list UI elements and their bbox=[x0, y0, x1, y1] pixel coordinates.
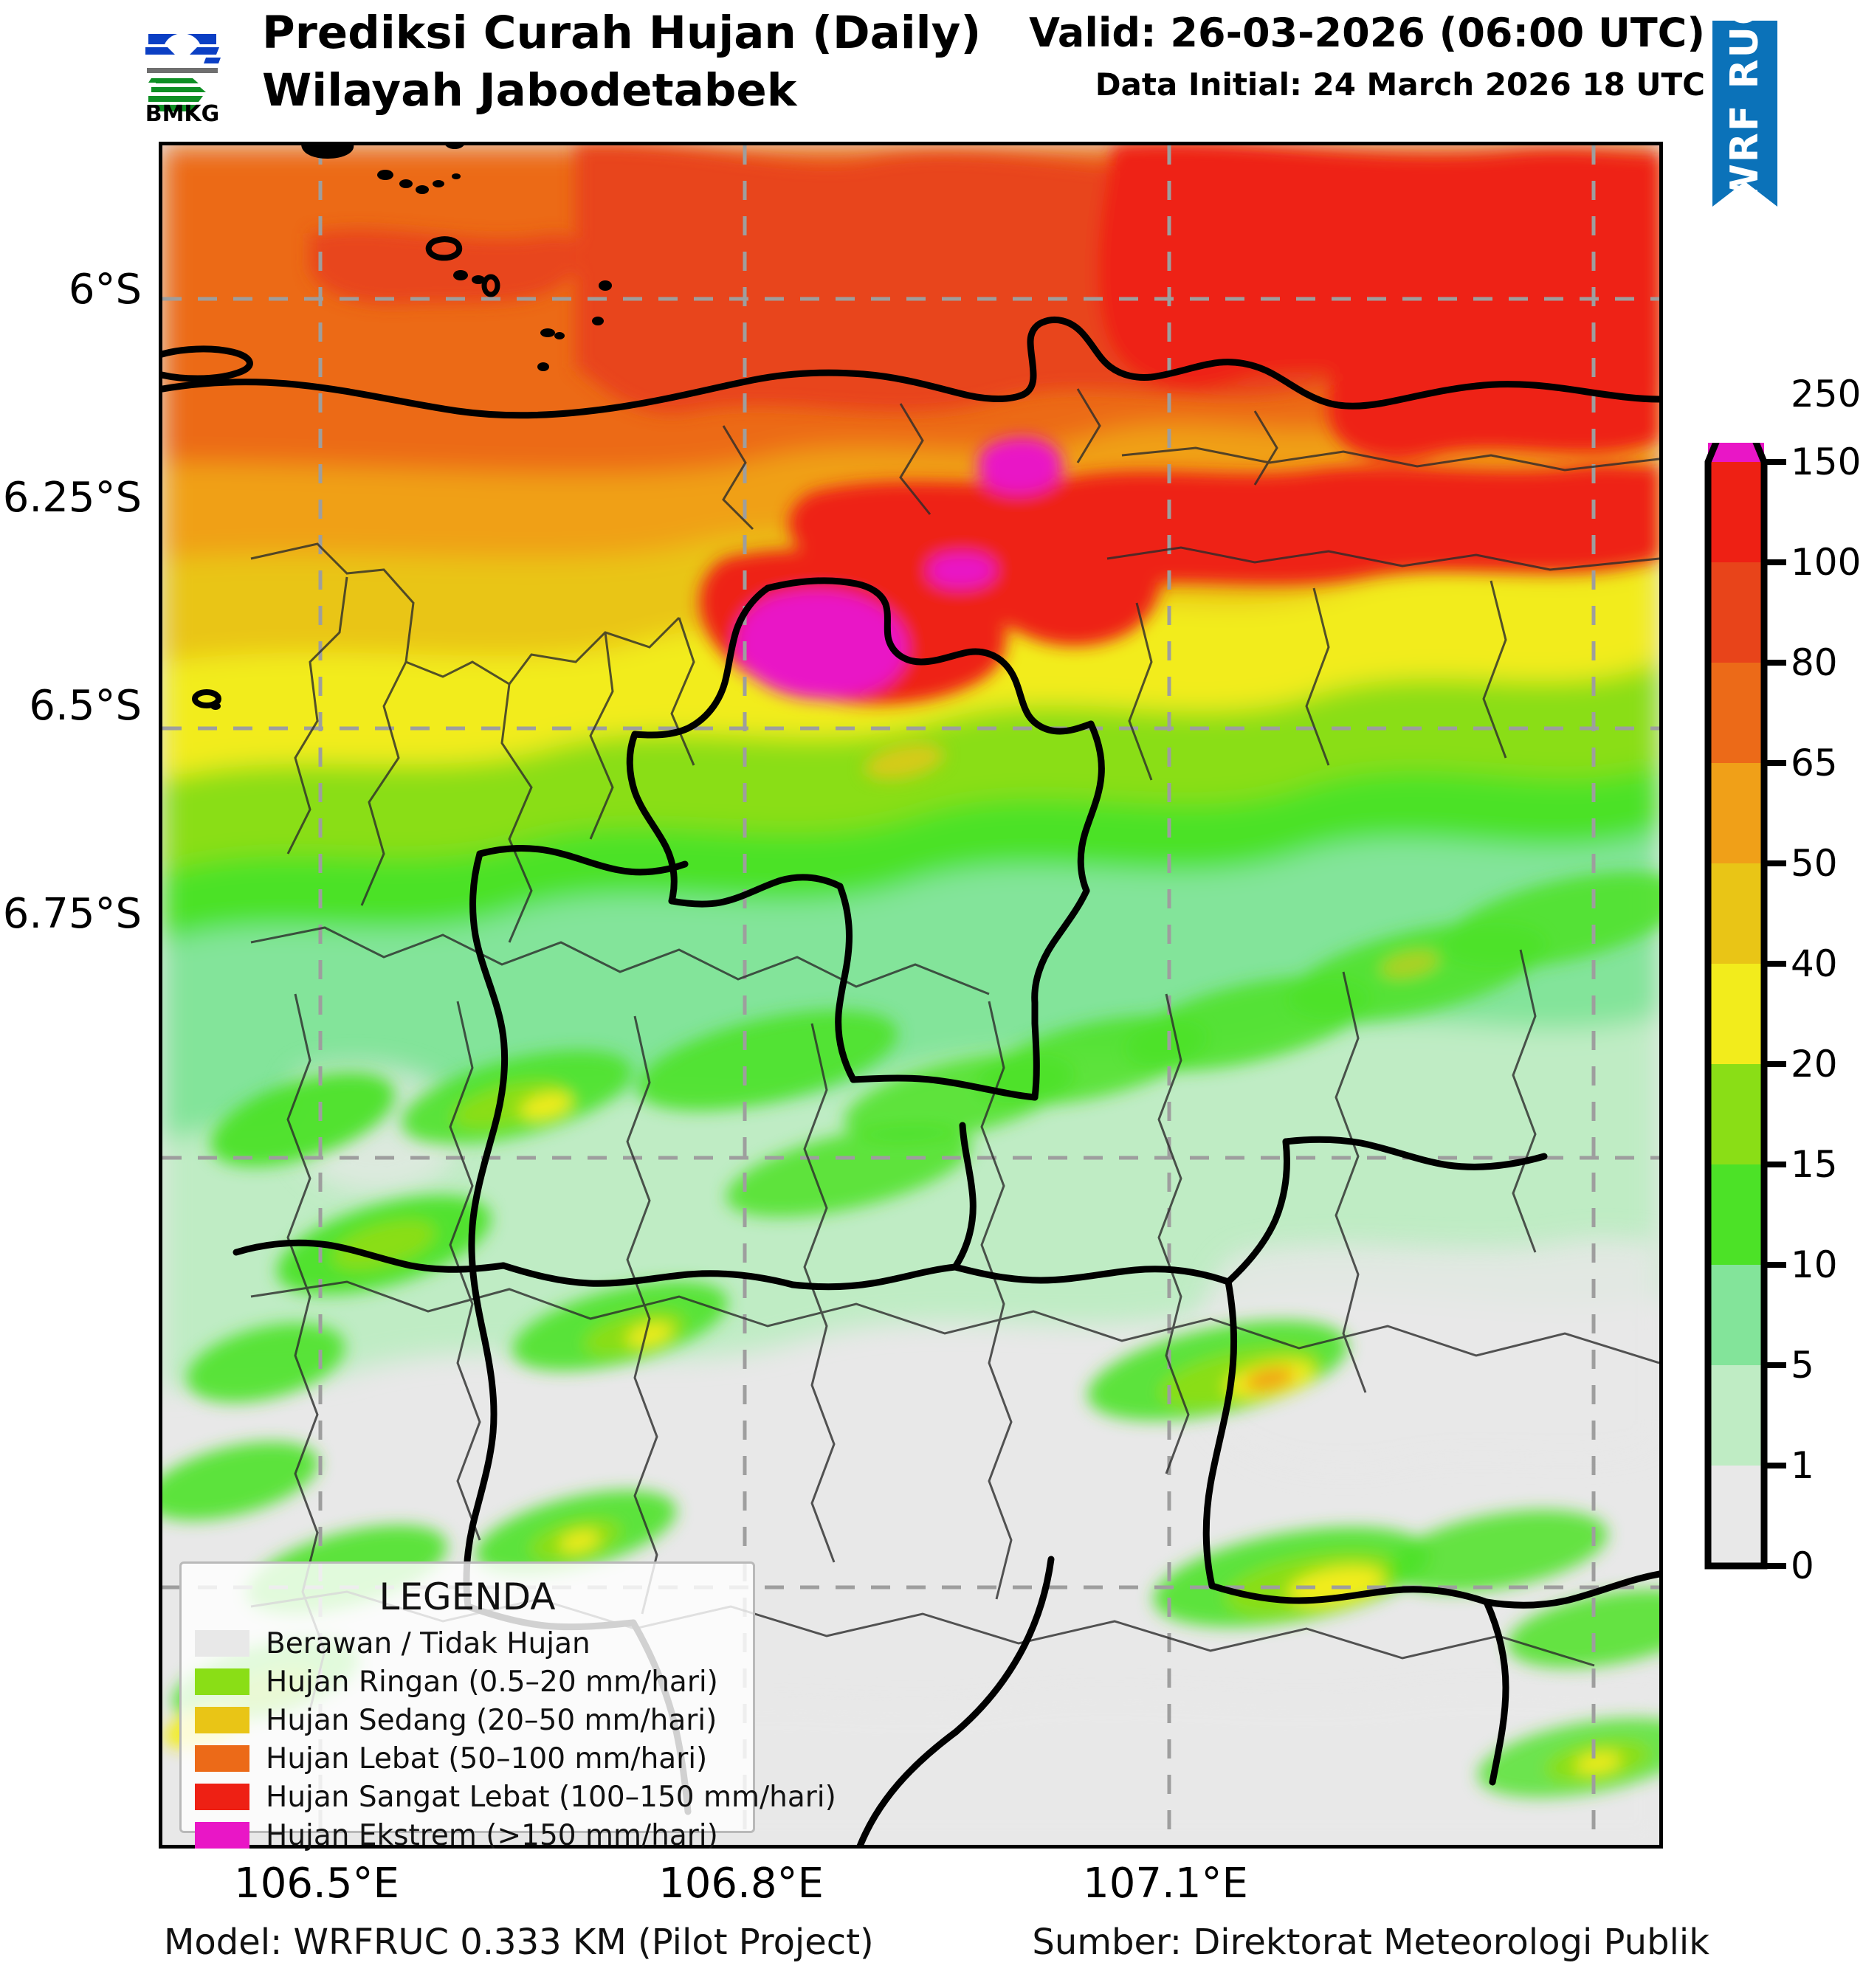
footer-model: Model: WRFRUC 0.333 KM (Pilot Project) bbox=[164, 1922, 874, 1963]
kecamatan-boundaries bbox=[250, 388, 1659, 1711]
legend-label-berawan: Berawan / Tidak Hujan bbox=[266, 1626, 590, 1660]
legend-item-sangat-lebat: Hujan Sangat Lebat (100–150 mm/hari) bbox=[195, 1779, 836, 1815]
y-tick-label-0: 6°S bbox=[68, 266, 142, 314]
legend-label-lebat: Hujan Lebat (50–100 mm/hari) bbox=[266, 1742, 708, 1775]
precipitation-map[interactable] bbox=[159, 142, 1663, 1849]
y-tick-label-3: 6.75°S bbox=[2, 890, 142, 938]
legend-label-ekstrem: Hujan Ekstrem (>150 mm/hari) bbox=[266, 1818, 718, 1852]
legend-label-sangat-lebat: Hujan Sangat Lebat (100–150 mm/hari) bbox=[266, 1780, 836, 1814]
y-tick-label-1: 6.25°S bbox=[2, 474, 142, 522]
legend-swatch-sangat-lebat bbox=[195, 1784, 249, 1810]
colorbar-tick-100: 100 bbox=[1791, 541, 1862, 584]
x-tick-label-1: 106.8°E bbox=[658, 1860, 824, 1908]
footer-source: Sumber: Direktorat Meteorologi Publik bbox=[1032, 1922, 1709, 1963]
colorbar-bands bbox=[1708, 462, 1764, 1566]
colorbar-ticks bbox=[1764, 459, 1786, 1569]
x-tick-label-0: 106.5°E bbox=[234, 1860, 399, 1908]
legend-label-sedang: Hujan Sedang (20–50 mm/hari) bbox=[266, 1703, 717, 1737]
page-title-line2: Wilayah Jabodetabek bbox=[262, 64, 797, 117]
legend-item-lebat: Hujan Lebat (50–100 mm/hari) bbox=[195, 1741, 753, 1776]
colorbar-tick-40: 40 bbox=[1791, 942, 1838, 985]
colorbar-tick-250: 250 bbox=[1791, 373, 1862, 415]
title-block: Prediksi Curah Hujan (Daily) Wilayah Jab… bbox=[262, 4, 981, 120]
legend-item-berawan: Berawan / Tidak Hujan bbox=[195, 1626, 753, 1661]
island-outlines bbox=[162, 145, 612, 710]
colorbar-tick-0: 0 bbox=[1791, 1545, 1814, 1587]
legend-swatch-lebat bbox=[195, 1745, 249, 1772]
colorbar-tick-15: 15 bbox=[1791, 1143, 1838, 1186]
colorbar-tick-50: 50 bbox=[1791, 842, 1838, 885]
bmkg-logo: BMKG bbox=[135, 4, 230, 122]
colorbar-tick-80: 80 bbox=[1791, 641, 1838, 684]
valid-block: Valid: 26-03-2026 (06:00 UTC) Data Initi… bbox=[960, 6, 1705, 109]
kabupaten-boundaries bbox=[162, 317, 1659, 1845]
colorbar-tick-1: 1 bbox=[1791, 1444, 1814, 1487]
colorbar-tick-65: 65 bbox=[1791, 742, 1838, 784]
model-ribbon-notch bbox=[1712, 182, 1777, 207]
legend-item-ekstrem: Hujan Ekstrem (>150 mm/hari) bbox=[195, 1818, 753, 1853]
model-ribbon bbox=[1712, 21, 1777, 182]
model-ribbon-label: WRF RUC bbox=[1723, 0, 1767, 207]
legend-swatch-ekstrem bbox=[195, 1822, 249, 1849]
no-rain-region bbox=[288, 1063, 1659, 1845]
colorbar-svg bbox=[1704, 443, 1786, 1570]
legend-swatch-sedang bbox=[195, 1707, 249, 1733]
y-tick-label-2: 6.5°S bbox=[29, 682, 142, 730]
data-initial-time: Data Initial: 24 March 2026 18 UTC bbox=[1095, 66, 1705, 103]
legend-label-ringan: Hujan Ringan (0.5–20 mm/hari) bbox=[266, 1665, 718, 1699]
legend-title: LEGENDA bbox=[379, 1575, 556, 1618]
page-title-line1: Prediksi Curah Hujan (Daily) bbox=[262, 7, 982, 59]
page-header: BMKG Prediksi Curah Hujan (Daily) Wilaya… bbox=[0, 0, 1863, 207]
legend-swatch-ringan bbox=[195, 1668, 249, 1695]
colorbar: 0 1 5 10 15 20 40 50 65 80 100 150 250 bbox=[1704, 373, 1863, 1587]
legend-swatch-berawan bbox=[195, 1630, 249, 1657]
model-ribbon-text-wrap: WRF RUC bbox=[1712, 0, 1777, 207]
colorbar-tick-20: 20 bbox=[1791, 1043, 1838, 1086]
legend-item-sedang: Hujan Sedang (20–50 mm/hari) bbox=[195, 1702, 753, 1738]
map-legend: LEGENDA Berawan / Tidak Hujan Hujan Ring… bbox=[179, 1561, 836, 1852]
x-tick-label-2: 107.1°E bbox=[1083, 1860, 1248, 1908]
colorbar-tick-150: 150 bbox=[1791, 441, 1862, 483]
valid-time: Valid: 26-03-2026 (06:00 UTC) bbox=[1029, 10, 1705, 56]
legend-item-ringan: Hujan Ringan (0.5–20 mm/hari) bbox=[195, 1664, 753, 1699]
colorbar-tick-5: 5 bbox=[1791, 1344, 1814, 1387]
bmkg-logo-icon: BMKG bbox=[145, 7, 221, 122]
svg-text:BMKG: BMKG bbox=[145, 101, 220, 122]
colorbar-tick-10: 10 bbox=[1791, 1243, 1838, 1286]
precipitation-field bbox=[162, 145, 1659, 1845]
